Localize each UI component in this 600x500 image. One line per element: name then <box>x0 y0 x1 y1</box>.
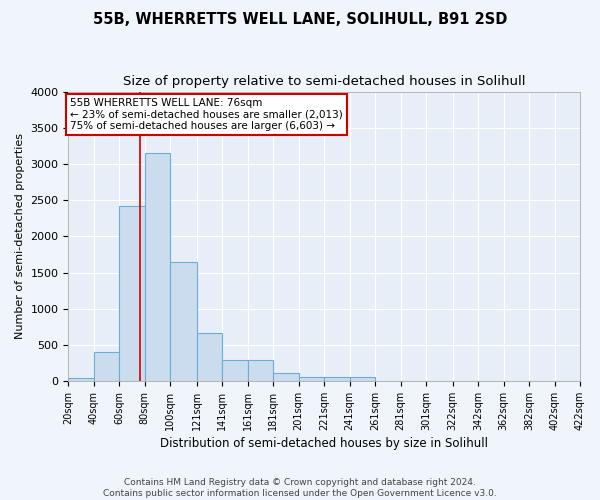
Title: Size of property relative to semi-detached houses in Solihull: Size of property relative to semi-detach… <box>123 75 526 88</box>
Bar <box>223 360 248 381</box>
Text: 55B WHERRETTS WELL LANE: 76sqm
← 23% of semi-detached houses are smaller (2,013): 55B WHERRETTS WELL LANE: 76sqm ← 23% of … <box>70 98 343 131</box>
X-axis label: Distribution of semi-detached houses by size in Solihull: Distribution of semi-detached houses by … <box>160 437 488 450</box>
Bar <box>324 377 350 381</box>
Bar <box>248 360 273 381</box>
Bar <box>94 352 119 381</box>
Y-axis label: Number of semi-detached properties: Number of semi-detached properties <box>15 134 25 340</box>
Bar <box>170 262 197 381</box>
Bar <box>68 378 94 381</box>
Bar <box>145 154 170 381</box>
Text: 55B, WHERRETTS WELL LANE, SOLIHULL, B91 2SD: 55B, WHERRETTS WELL LANE, SOLIHULL, B91 … <box>93 12 507 28</box>
Bar <box>350 377 375 381</box>
Bar <box>119 206 145 381</box>
Bar <box>299 377 324 381</box>
Bar <box>273 372 299 381</box>
Bar <box>197 332 223 381</box>
Text: Contains HM Land Registry data © Crown copyright and database right 2024.
Contai: Contains HM Land Registry data © Crown c… <box>103 478 497 498</box>
